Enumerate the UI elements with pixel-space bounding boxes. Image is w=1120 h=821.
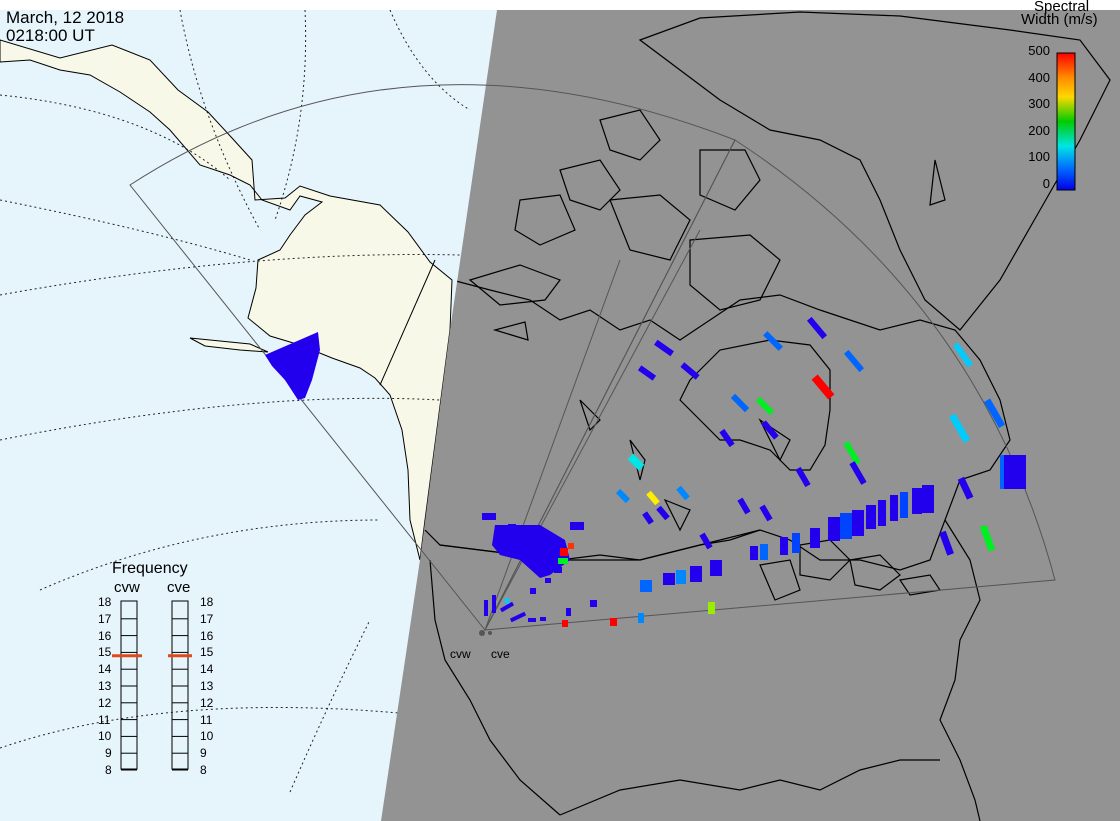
aleutian-islands <box>189 337 269 353</box>
radar-site-cve <box>488 631 492 635</box>
freq-tick-left-17: 17 <box>98 611 112 626</box>
station-label-cvw: cvw <box>450 647 471 661</box>
freq-marker-cve <box>168 654 192 658</box>
colorbar-title-line1: Spectral <box>1034 0 1090 15</box>
freq-tick-right-16: 16 <box>200 628 214 643</box>
colorbar-tick-100: 100 <box>1028 149 1050 165</box>
date-label: March, 12 2018 <box>6 8 125 27</box>
night-coastlines <box>429 11 1111 821</box>
time-label: 0218:00 UT <box>6 26 95 45</box>
freq-tick-left-10: 10 <box>98 729 112 744</box>
radar-echoes <box>265 316 1026 627</box>
freq-tick-left-9: 9 <box>105 746 112 761</box>
freq-tick-left-12: 12 <box>98 695 112 710</box>
freq-tick-left-16: 16 <box>98 628 112 643</box>
frequency-title: Frequency <box>112 560 188 577</box>
freq-tick-right-11: 11 <box>200 712 213 727</box>
night-region <box>381 10 1120 821</box>
alaska-border <box>379 259 436 386</box>
freq-tick-left-13: 13 <box>98 679 112 693</box>
freq-tick-right-14: 14 <box>200 662 214 677</box>
freq-marker-cvw <box>112 654 142 658</box>
colorbar-tick-0: 0 <box>1042 176 1050 191</box>
frequency-bars <box>112 600 192 771</box>
freq-bar-cvw <box>120 600 138 770</box>
freq-tick-right-9: 9 <box>200 746 207 761</box>
station-label-cve: cve <box>491 647 510 661</box>
colorbar-ramp <box>1056 52 1076 191</box>
freq-tick-right-18: 18 <box>200 595 214 609</box>
freq-col-label-cvw: cvw <box>114 579 140 596</box>
freq-tick-left-8: 8 <box>105 763 112 777</box>
graticule <box>0 9 471 793</box>
day-land <box>0 39 453 561</box>
echo-cluster-west <box>492 525 570 578</box>
freq-tick-right-15: 15 <box>200 645 214 660</box>
freq-tick-left-11: 11 <box>98 712 111 727</box>
colorbar-tick-500: 500 <box>1028 43 1050 58</box>
freq-tick-right-13: 13 <box>200 679 214 693</box>
radar-fov <box>129 84 1056 631</box>
freq-tick-right-10: 10 <box>200 729 214 744</box>
colorbar-tick-200: 200 <box>1028 122 1050 138</box>
echo-cluster-alaska <box>265 332 320 400</box>
freq-tick-right-12: 12 <box>200 695 214 710</box>
freq-tick-left-14: 14 <box>98 662 112 677</box>
freq-tick-left-15: 15 <box>98 645 112 660</box>
colorbar-title-line2: Width (m/s) <box>1021 11 1098 28</box>
freq-tick-left-18: 18 <box>98 595 112 609</box>
freq-tick-right-17: 17 <box>200 611 214 626</box>
freq-col-label-cve: cve <box>167 579 191 596</box>
colorbar-tick-400: 400 <box>1028 69 1050 85</box>
freq-tick-right-8: 8 <box>200 763 207 777</box>
radar-site-cvw <box>479 630 485 636</box>
freq-bar-cve <box>171 600 189 770</box>
colorbar-tick-300: 300 <box>1028 96 1050 112</box>
